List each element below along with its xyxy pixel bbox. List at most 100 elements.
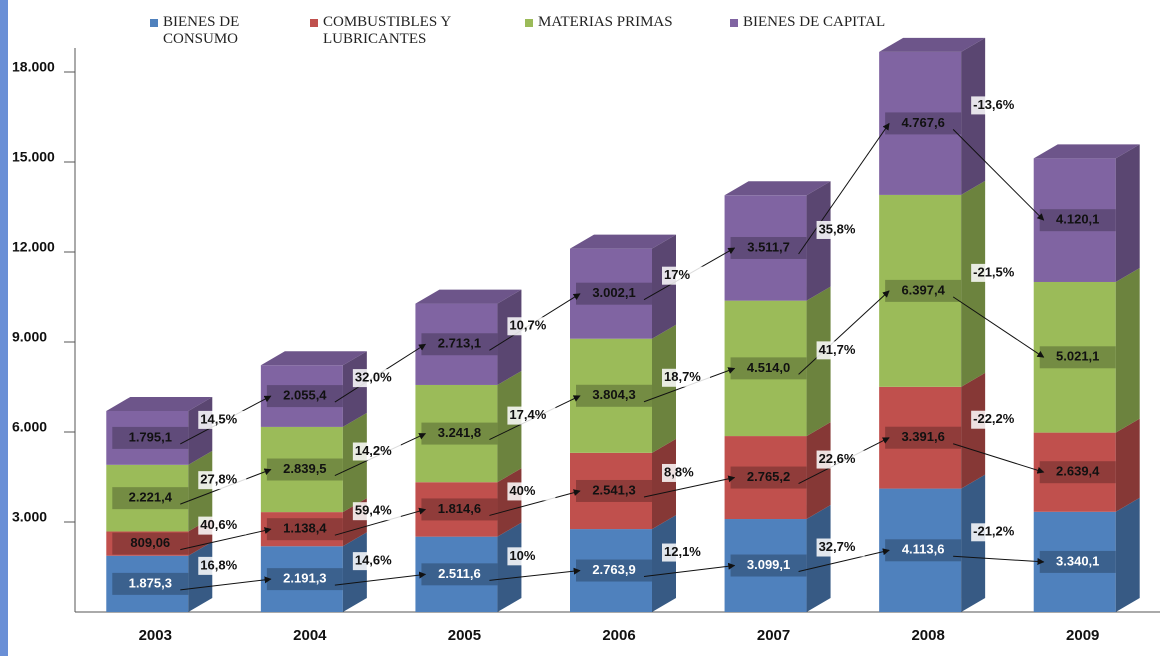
- legend-label: BIENES DE CAPITAL: [743, 14, 886, 30]
- change-label-bg: [507, 317, 556, 336]
- value-label: 2.765,2: [747, 469, 790, 484]
- value-label-box: [266, 385, 343, 408]
- value-label: 2.713,1: [438, 336, 481, 351]
- value-label: 4.113,6: [902, 542, 945, 557]
- bar-side: [806, 286, 831, 437]
- arrow: [952, 443, 1045, 474]
- value-label: 2.639,4: [1056, 464, 1100, 479]
- left-border: [0, 0, 8, 656]
- value-label-box: [266, 518, 343, 541]
- y-tick-label: 18.000: [12, 59, 55, 75]
- change-label: 40%: [509, 483, 535, 498]
- change-label-bg: [352, 442, 401, 461]
- value-label-box: [266, 568, 343, 591]
- arrow: [180, 576, 272, 591]
- value-label-box: [730, 466, 807, 489]
- arrow: [643, 475, 736, 498]
- value-label: 2.055,4: [283, 388, 327, 403]
- y-tick-label: 3.000: [12, 509, 47, 525]
- x-tick-label: 2005: [448, 627, 481, 644]
- value-label: 2.191,3: [283, 571, 326, 586]
- value-label: 2.511,6: [438, 566, 481, 581]
- bar-side: [342, 532, 367, 612]
- x-tick-label: 2008: [911, 627, 944, 644]
- value-label: 2.221,4: [129, 490, 173, 505]
- value-label: 1.875,3: [129, 575, 172, 590]
- bar-side: [652, 324, 676, 453]
- bar-side: [1115, 267, 1140, 433]
- change-label: 22,6%: [819, 451, 856, 466]
- legend-label: BIENES DE CONSUMO: [163, 14, 240, 47]
- arrow: [489, 489, 581, 516]
- value-label: 4.120,1: [1056, 212, 1099, 227]
- change-label-bg: [816, 220, 865, 239]
- bar-top: [1033, 144, 1140, 159]
- value-label-box: [421, 498, 498, 521]
- legend-swatch: [310, 19, 318, 27]
- legend-label: COMBUSTIBLES Y LUBRICANTES: [323, 14, 451, 47]
- value-label: 3.511,7: [747, 239, 790, 254]
- change-label: 12,1%: [664, 544, 701, 559]
- arrow: [798, 548, 890, 573]
- change-label: 8,8%: [664, 464, 694, 479]
- value-label: 2.839,5: [283, 461, 326, 476]
- value-label: 809,06: [130, 535, 170, 550]
- value-label-box: [112, 572, 189, 595]
- legend-item: BIENES DE CONSUMO: [150, 14, 300, 48]
- value-label-box: [576, 559, 652, 582]
- change-label-bg: [352, 369, 401, 388]
- value-label-box: [421, 422, 498, 445]
- change-label-bg: [816, 341, 865, 360]
- value-label-box: [421, 333, 498, 356]
- arrow: [953, 555, 1045, 566]
- change-label: 40,6%: [200, 517, 237, 532]
- y-tick-label: 9.000: [12, 329, 47, 345]
- change-label: 17,4%: [509, 407, 546, 422]
- change-label: 10,7%: [509, 318, 546, 333]
- change-label: 32,0%: [355, 370, 392, 385]
- change-label-bg: [971, 523, 1020, 542]
- value-label-box: [576, 384, 652, 407]
- arrow: [180, 527, 272, 551]
- change-label-bg: [352, 552, 401, 571]
- bar-top: [106, 396, 213, 411]
- value-label: 1.795,1: [129, 429, 172, 444]
- y-tick-label: 12.000: [12, 239, 55, 255]
- change-label-bg: [198, 471, 247, 490]
- value-label: 6.397,4: [901, 282, 945, 297]
- bar-side: [961, 474, 986, 612]
- value-label-box: [266, 458, 343, 481]
- value-label: 3.002,1: [592, 285, 635, 300]
- change-label-bg: [662, 368, 710, 387]
- value-label-box: [1039, 346, 1116, 369]
- bar-side: [806, 181, 831, 301]
- x-tick-label: 2003: [139, 627, 172, 644]
- value-label-box: [1039, 461, 1116, 484]
- value-label-box: [1039, 209, 1116, 232]
- change-label: 14,2%: [355, 443, 392, 458]
- change-label: 59,4%: [355, 503, 392, 518]
- change-label-bg: [198, 516, 247, 535]
- value-label-box: [576, 282, 652, 305]
- value-label: 3.099,1: [747, 557, 790, 572]
- change-label-bg: [198, 556, 247, 575]
- bar-top: [415, 289, 522, 304]
- value-label-box: [421, 563, 498, 586]
- bar-side: [1115, 144, 1140, 282]
- y-tick-label: 6.000: [12, 419, 47, 435]
- change-label: 18,7%: [664, 369, 701, 384]
- value-label: 3.340,1: [1056, 553, 1099, 568]
- value-label: 4.514,0: [747, 360, 790, 375]
- bar-side: [1115, 418, 1140, 512]
- bar-top: [879, 37, 986, 52]
- value-label-box: [112, 487, 189, 510]
- change-label-bg: [198, 410, 247, 429]
- legend-item: BIENES DE CAPITAL: [730, 14, 930, 31]
- arrow: [798, 122, 890, 255]
- value-label-box: [1039, 550, 1116, 573]
- bar-side: [497, 522, 522, 612]
- legend-swatch: [150, 19, 158, 27]
- change-label-bg: [352, 502, 401, 521]
- bar-top: [260, 351, 367, 366]
